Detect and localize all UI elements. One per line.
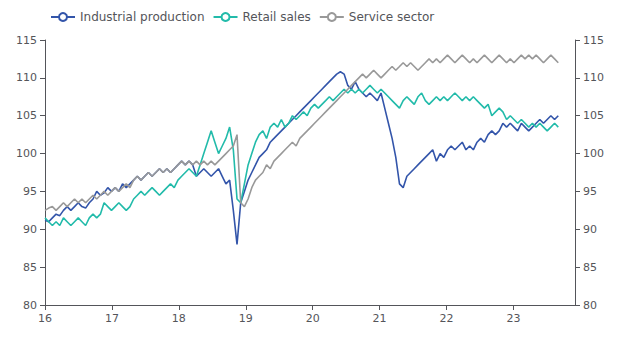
svg-text:100: 100 (16, 147, 37, 160)
svg-text:115: 115 (16, 34, 37, 47)
svg-text:95: 95 (23, 185, 37, 198)
svg-text:17: 17 (105, 312, 119, 325)
svg-text:23: 23 (506, 312, 520, 325)
svg-text:110: 110 (16, 71, 37, 84)
svg-text:18: 18 (172, 312, 186, 325)
svg-text:90: 90 (583, 223, 597, 236)
svg-text:115: 115 (583, 34, 604, 47)
svg-text:Service sector: Service sector (349, 10, 434, 24)
svg-text:80: 80 (23, 299, 37, 312)
svg-text:21: 21 (373, 312, 387, 325)
svg-text:20: 20 (306, 312, 320, 325)
svg-text:105: 105 (583, 109, 604, 122)
svg-text:80: 80 (583, 299, 597, 312)
svg-text:22: 22 (440, 312, 454, 325)
svg-text:100: 100 (583, 147, 604, 160)
svg-text:85: 85 (583, 261, 597, 274)
svg-text:16: 16 (38, 312, 52, 325)
svg-text:95: 95 (583, 185, 597, 198)
svg-text:90: 90 (23, 223, 37, 236)
svg-text:19: 19 (239, 312, 253, 325)
svg-text:Industrial production: Industrial production (80, 10, 205, 24)
svg-text:105: 105 (16, 109, 37, 122)
svg-text:110: 110 (583, 71, 604, 84)
svg-text:85: 85 (23, 261, 37, 274)
svg-text:Retail sales: Retail sales (243, 10, 311, 24)
